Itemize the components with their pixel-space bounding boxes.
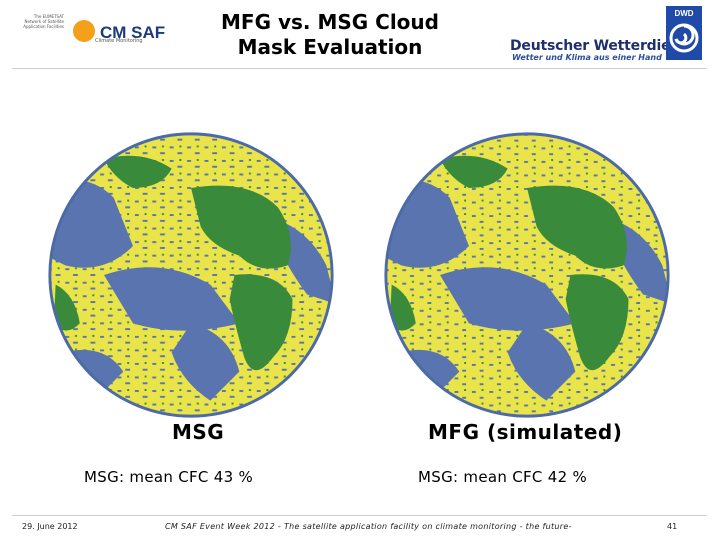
footer-divider [12, 515, 707, 516]
msg-cloud-mask-globe [48, 132, 334, 418]
page-number: 41 [667, 522, 678, 531]
dwd-emblem-text: DWD [674, 9, 693, 18]
dwd-emblem-icon: DWD [666, 6, 702, 60]
panel-title-msg: MSG [172, 420, 225, 444]
dwd-slogan: Wetter und Klima aus einer Hand [512, 53, 662, 62]
header-divider [12, 68, 707, 69]
footer-event: CM SAF Event Week 2012 - The satellite a… [165, 522, 572, 531]
cmsaf-subtitle: Climate Monitoring [95, 38, 143, 44]
panel-title-mfg: MFG (simulated) [428, 420, 623, 444]
slide-title: MFG vs. MSG Cloud Mask Evaluation [221, 10, 439, 59]
cmsaf-logo: CM SAF [73, 20, 165, 42]
mfg-cloud-mask-globe [384, 132, 670, 418]
cmsaf-logo-text: CM SAF [100, 23, 165, 42]
mean-cfc-mfg: MSG: mean CFC 42 % [418, 468, 588, 486]
eumetsat-network-text: The EUMETSAT Network of Satellite Applic… [23, 14, 64, 29]
mean-cfc-msg: MSG: mean CFC 43 % [84, 468, 254, 486]
dwd-name: Deutscher Wetterdienst [510, 38, 695, 54]
footer-date: 29. June 2012 [22, 522, 78, 531]
